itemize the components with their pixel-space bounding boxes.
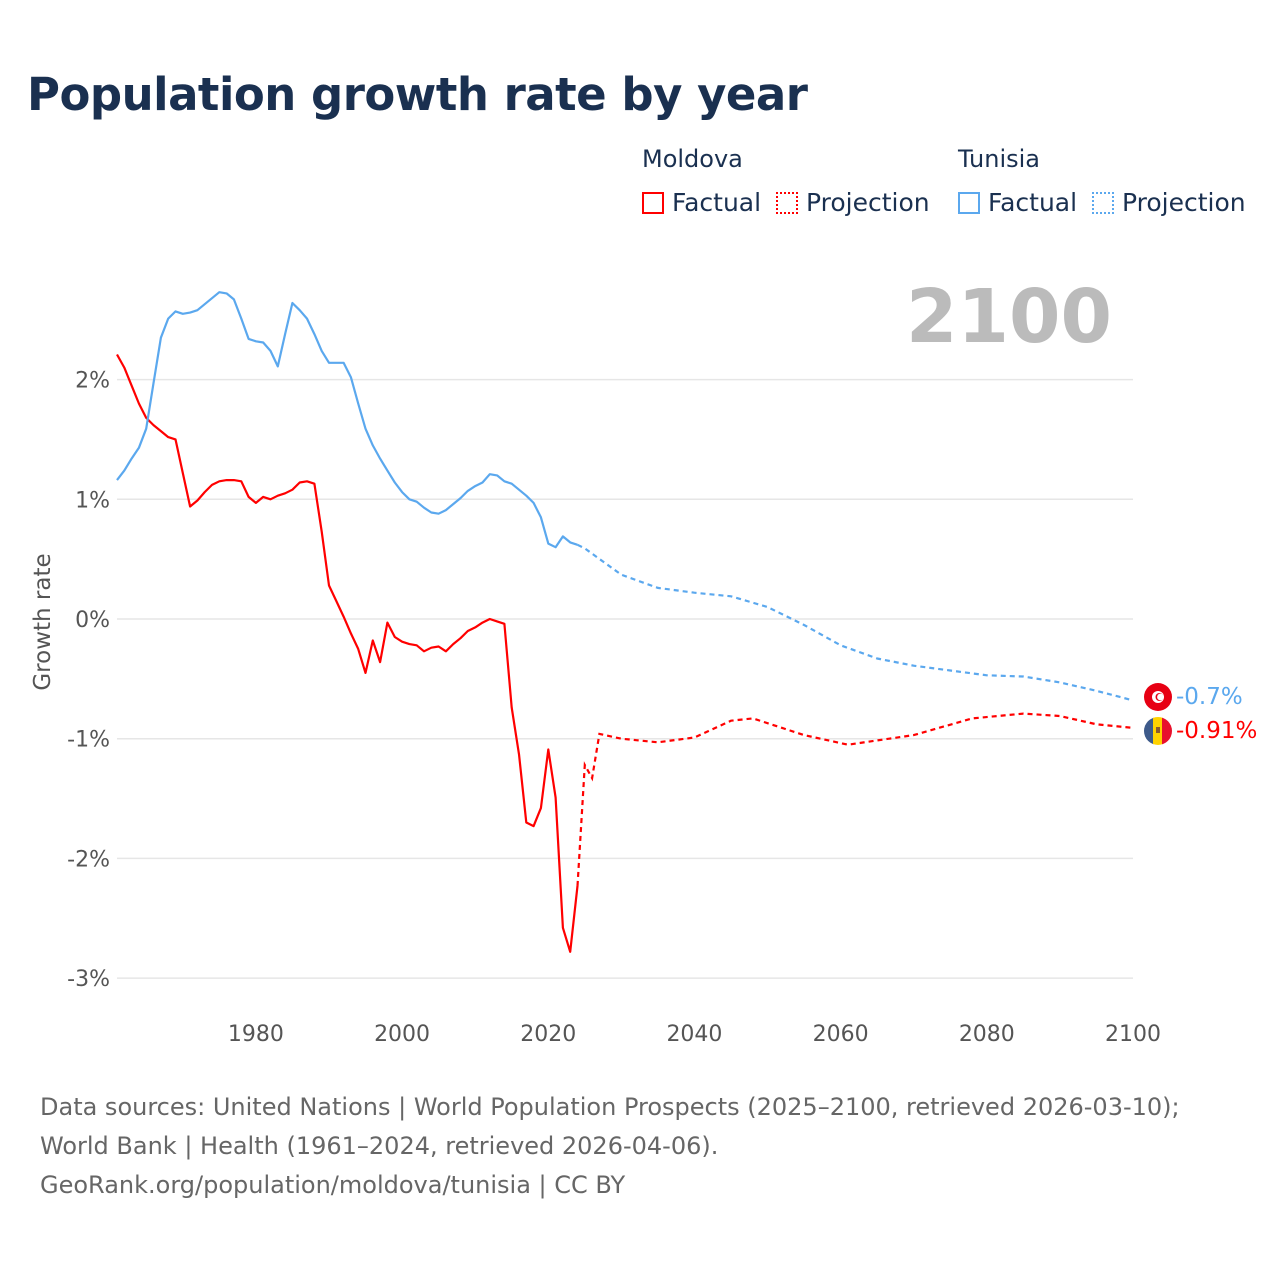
legend-label: Projection xyxy=(806,188,930,217)
legend-swatch-dotted xyxy=(1092,191,1114,214)
moldova-end-value: -0.91% xyxy=(1176,718,1257,744)
tunisia-end-value: -0.7% xyxy=(1176,684,1243,710)
chart-title: Population growth rate by year xyxy=(27,68,808,121)
legend-swatch-dotted xyxy=(776,191,798,214)
tunisia-factual-line xyxy=(116,291,578,549)
y-tick-label: -1% xyxy=(67,728,110,753)
legend-swatch-solid xyxy=(958,191,980,214)
legend-tunisia-projection[interactable]: Projection xyxy=(1092,188,1246,217)
x-tick-label: 2080 xyxy=(959,1022,1015,1047)
legend-swatch-solid xyxy=(642,191,664,214)
moldova-flag-icon xyxy=(1144,717,1172,745)
x-tick-label: 2040 xyxy=(666,1022,722,1047)
tunisia-end-marker xyxy=(1144,683,1172,711)
x-tick-label: 2060 xyxy=(813,1022,869,1047)
legend-label: Projection xyxy=(1122,188,1246,217)
legend-label: Factual xyxy=(672,188,762,217)
x-tick-label: 2100 xyxy=(1105,1022,1161,1047)
legend-label: Factual xyxy=(988,188,1078,217)
x-tick-label: 2020 xyxy=(520,1022,576,1047)
data-sources: Data sources: United Nations | World Pop… xyxy=(40,1093,1180,1160)
tunisia-projection-line xyxy=(577,543,1134,702)
chart-plot: 2100 Growth rate 2% 1% 0% -1% -2% -3% 1980 2000… xyxy=(30,274,1257,1047)
y-tick-label: -3% xyxy=(67,967,110,992)
legend-moldova-projection[interactable]: Projection xyxy=(776,188,930,217)
y-axis-label: Growth rate xyxy=(30,553,56,690)
y-tick-label: -2% xyxy=(67,847,110,872)
legend-group-tunisia: Tunisia xyxy=(958,145,1040,173)
current-year-label: 2100 xyxy=(906,274,1112,360)
moldova-factual-line xyxy=(116,353,579,953)
legend-moldova-factual[interactable]: Factual xyxy=(642,188,761,217)
y-tick-label: 2% xyxy=(75,369,110,394)
moldova-end-marker xyxy=(1144,717,1172,745)
y-tick-label: 0% xyxy=(75,608,110,633)
y-tick-label: 1% xyxy=(75,488,110,513)
credit-link[interactable]: GeoRank.org/population/moldova/tunisia |… xyxy=(40,1171,626,1199)
x-tick-label: 2000 xyxy=(374,1022,430,1047)
x-tick-label: 1980 xyxy=(228,1022,284,1047)
moldova-projection-line xyxy=(576,712,1134,886)
legend-tunisia-factual[interactable]: Factual xyxy=(958,188,1077,217)
legend-group-moldova: Moldova xyxy=(642,145,743,173)
footer: Data sources: United Nations | World Pop… xyxy=(40,1088,1240,1205)
